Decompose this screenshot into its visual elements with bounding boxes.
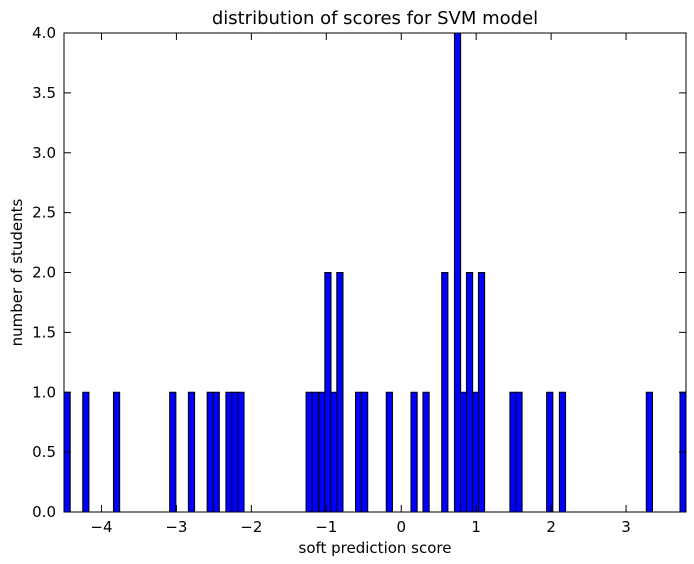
x-axis-title: soft prediction score xyxy=(299,539,452,557)
histogram-bar xyxy=(509,391,517,512)
bars-layer xyxy=(64,33,686,512)
histogram-bar xyxy=(441,272,449,512)
histogram-bar xyxy=(515,391,523,512)
x-tick-label: −3 xyxy=(165,518,187,536)
histogram-bar xyxy=(318,391,326,512)
histogram-bar xyxy=(305,391,313,512)
histogram-bar xyxy=(82,391,90,512)
histogram-bar xyxy=(330,391,338,512)
histogram-bar xyxy=(645,391,654,512)
y-tick-label: 0.5 xyxy=(32,443,56,461)
histogram-bar xyxy=(237,391,245,512)
histogram-bar xyxy=(231,391,239,512)
x-tick-label: 3 xyxy=(621,518,631,536)
y-tick-label: 4.0 xyxy=(32,24,56,42)
histogram-bar xyxy=(410,391,418,512)
x-tick-label: 0 xyxy=(396,518,406,536)
histogram-bar xyxy=(465,272,474,512)
histogram-bar xyxy=(385,391,393,512)
x-tick-label: 2 xyxy=(546,518,556,536)
x-tick-label: 1 xyxy=(471,518,481,536)
y-axis-title: number of students xyxy=(8,198,26,346)
histogram-bar xyxy=(477,272,486,512)
histogram-bar xyxy=(212,391,220,512)
y-tick-label: 3.5 xyxy=(32,84,56,102)
histogram-bar xyxy=(336,272,344,512)
chart-title: distribution of scores for SVM model xyxy=(212,8,538,29)
y-tick-label: 2.0 xyxy=(32,264,56,282)
ticks-layer: −4 −3 −2 −1 0 1 2 3 0.0 0.5 1.0 1.5 2.0 2.5 3.0 3.5 4.0 xyxy=(32,24,686,536)
histogram-bar xyxy=(225,391,233,512)
histogram-bar xyxy=(471,391,480,512)
histogram-bar xyxy=(361,391,369,512)
plot-frame xyxy=(63,32,687,513)
x-tick-label: −1 xyxy=(315,518,337,536)
histogram-bar xyxy=(206,391,214,512)
x-tick-label: −2 xyxy=(240,518,262,536)
y-tick-label: 3.0 xyxy=(32,144,56,162)
histogram-bar xyxy=(459,391,468,512)
histogram-bar xyxy=(355,391,363,512)
x-tick-label: −4 xyxy=(90,518,112,536)
histogram-bar xyxy=(112,391,121,512)
histogram-bar xyxy=(558,391,567,512)
histogram-bar xyxy=(311,391,319,512)
histogram-bar xyxy=(324,272,332,512)
y-tick-label: 1.0 xyxy=(32,383,56,401)
histogram-bar xyxy=(546,391,554,512)
y-tick-label: 2.5 xyxy=(32,204,56,222)
y-tick-label: 1.5 xyxy=(32,323,56,341)
histogram-bar xyxy=(422,391,430,512)
histogram-bar xyxy=(187,391,196,512)
y-tick-label: 0.0 xyxy=(32,503,56,521)
histogram-bar xyxy=(169,391,177,512)
histogram-bar xyxy=(453,33,462,512)
